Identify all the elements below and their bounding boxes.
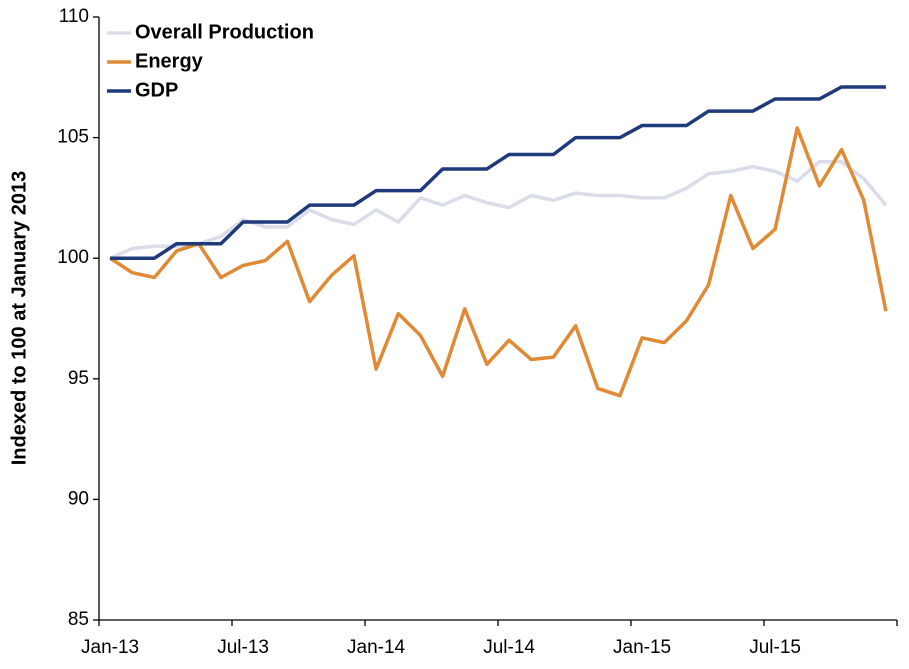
y-tick-label: 90 xyxy=(68,488,89,509)
legend-label: Overall Production xyxy=(135,21,314,43)
x-tick-label: Jul-13 xyxy=(217,637,269,658)
x-tick-label: Jan-15 xyxy=(613,637,671,658)
x-tick-label: Jan-13 xyxy=(81,637,139,658)
y-axis-label: Indexed to 100 at January 2013 xyxy=(8,171,30,466)
y-tick-label: 85 xyxy=(68,609,89,630)
y-tick-label: 110 xyxy=(59,6,89,27)
y-tick-label: 105 xyxy=(57,127,89,148)
x-tick-label: Jul-15 xyxy=(749,637,801,658)
line-series xyxy=(109,159,888,260)
line-series xyxy=(110,85,886,260)
legend-label: GDP xyxy=(135,79,178,101)
y-tick-label: 100 xyxy=(57,247,89,268)
x-tick-label: Jan-14 xyxy=(347,637,406,658)
line-series xyxy=(109,126,888,398)
legend-label: Energy xyxy=(135,50,204,72)
y-tick-label: 95 xyxy=(68,368,89,389)
x-tick-label: Jul-14 xyxy=(483,637,535,658)
